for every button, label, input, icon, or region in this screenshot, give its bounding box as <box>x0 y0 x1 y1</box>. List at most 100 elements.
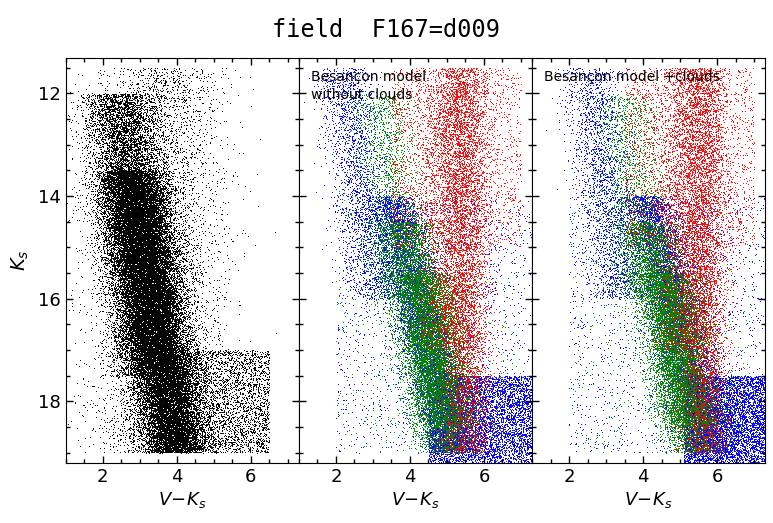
Point <box>361 256 373 265</box>
Point <box>426 421 438 429</box>
Point <box>659 268 672 277</box>
Point <box>137 286 149 294</box>
Point <box>450 426 462 435</box>
Point <box>152 315 165 324</box>
Point <box>419 310 431 318</box>
Point <box>485 373 498 382</box>
Point <box>412 234 424 242</box>
Point <box>656 327 669 336</box>
Point <box>524 385 536 394</box>
Point <box>694 449 707 458</box>
Point <box>692 329 704 338</box>
Point <box>664 267 676 276</box>
Point <box>147 396 159 404</box>
Point <box>158 354 170 362</box>
Point <box>144 224 156 232</box>
Point <box>143 74 155 83</box>
Point <box>457 431 469 439</box>
Point <box>156 313 169 321</box>
Point <box>139 169 152 177</box>
Point <box>142 222 155 230</box>
Point <box>169 386 181 394</box>
Point <box>144 242 156 250</box>
Point <box>734 382 747 390</box>
Point <box>618 152 630 161</box>
Point <box>628 268 641 276</box>
Point <box>257 365 269 373</box>
Point <box>697 231 710 240</box>
Point <box>131 282 144 290</box>
Point <box>649 251 662 259</box>
Point <box>347 396 359 404</box>
Point <box>454 328 466 336</box>
Point <box>123 185 135 193</box>
Point <box>449 86 461 94</box>
Point <box>230 357 243 365</box>
Point <box>192 391 205 400</box>
Point <box>655 256 667 265</box>
Point <box>161 428 173 436</box>
Point <box>158 430 171 438</box>
Point <box>645 351 658 360</box>
Point <box>680 397 693 406</box>
Point <box>406 106 418 115</box>
Point <box>392 323 404 331</box>
Point <box>512 451 525 460</box>
Point <box>131 312 144 321</box>
Point <box>692 386 704 395</box>
Point <box>123 217 135 225</box>
Point <box>442 422 455 430</box>
Point <box>82 131 94 139</box>
Point <box>698 222 710 230</box>
Point <box>652 244 665 252</box>
Point <box>169 295 181 303</box>
Point <box>686 352 698 360</box>
Point <box>125 218 138 226</box>
Point <box>413 282 425 291</box>
Point <box>190 392 203 401</box>
Point <box>666 285 678 293</box>
Point <box>668 428 680 436</box>
Point <box>155 321 168 329</box>
Point <box>441 386 453 394</box>
Point <box>651 283 663 291</box>
Point <box>613 361 625 370</box>
Point <box>316 94 329 102</box>
Point <box>426 351 438 359</box>
Point <box>155 302 167 311</box>
Point <box>152 248 164 257</box>
Point <box>424 220 436 228</box>
Point <box>138 286 150 294</box>
Point <box>160 157 172 165</box>
Point <box>427 399 440 407</box>
Point <box>671 320 683 328</box>
Point <box>433 315 445 323</box>
Point <box>706 269 718 277</box>
Point <box>113 187 125 196</box>
Point <box>734 391 747 400</box>
Point <box>197 325 209 333</box>
Point <box>424 356 436 365</box>
Point <box>604 274 616 282</box>
Point <box>459 350 472 358</box>
Point <box>179 445 192 453</box>
Point <box>452 279 465 288</box>
Point <box>482 231 495 240</box>
Point <box>715 155 727 164</box>
Point <box>660 311 673 320</box>
Point <box>160 440 172 449</box>
Point <box>690 366 703 374</box>
Point <box>421 272 433 281</box>
Point <box>610 144 622 152</box>
Point <box>687 288 700 297</box>
Point <box>135 228 147 236</box>
Point <box>687 259 700 267</box>
Point <box>141 179 154 187</box>
Point <box>113 272 125 280</box>
Point <box>152 350 165 359</box>
Point <box>442 420 455 429</box>
Point <box>588 113 601 121</box>
Point <box>166 324 179 332</box>
Point <box>382 200 394 208</box>
Point <box>128 202 141 210</box>
